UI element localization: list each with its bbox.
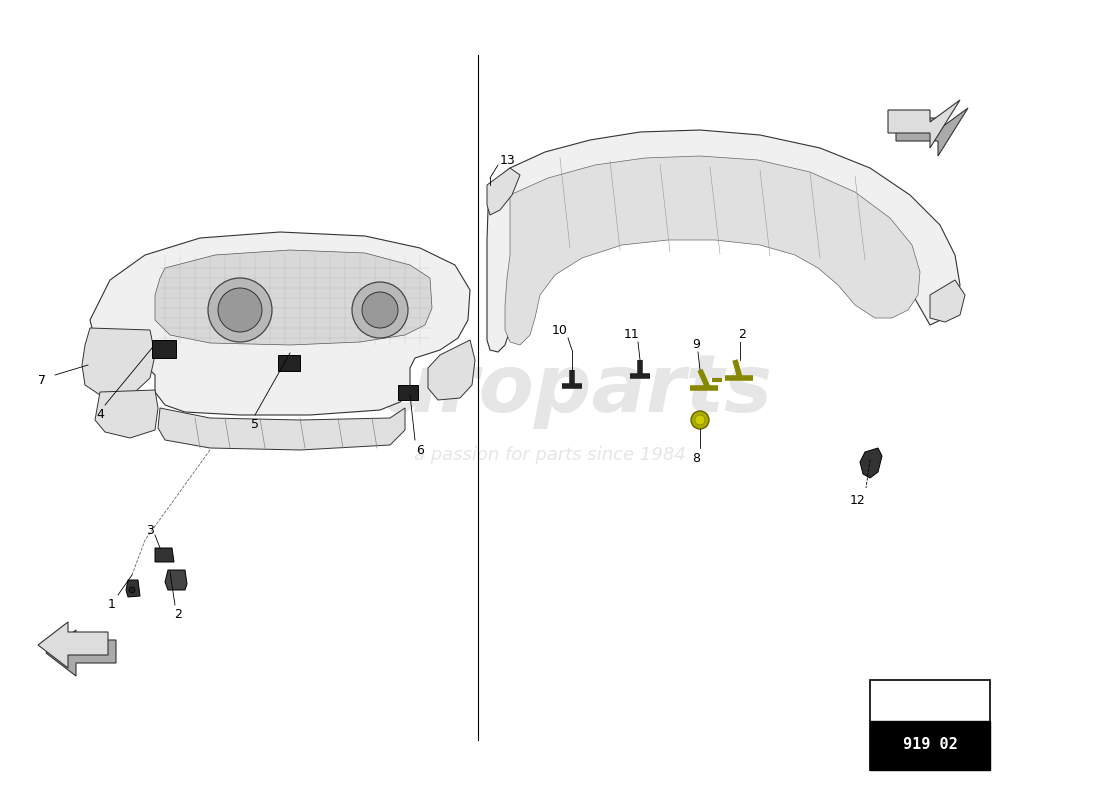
Polygon shape (126, 580, 140, 597)
Bar (152, 340, 176, 358)
Polygon shape (158, 408, 405, 450)
Circle shape (129, 587, 135, 593)
Text: 8: 8 (692, 451, 700, 465)
Polygon shape (505, 156, 920, 345)
Circle shape (695, 415, 705, 425)
Bar (870, 680, 990, 770)
Polygon shape (90, 232, 470, 415)
Circle shape (218, 288, 262, 332)
Text: 12: 12 (850, 494, 866, 506)
Text: 2: 2 (174, 609, 182, 622)
Polygon shape (487, 168, 520, 215)
Bar (398, 385, 418, 400)
Polygon shape (896, 108, 968, 156)
Polygon shape (155, 548, 174, 562)
Polygon shape (155, 250, 432, 345)
Circle shape (208, 278, 272, 342)
Polygon shape (428, 340, 475, 400)
Polygon shape (39, 622, 108, 668)
Bar (278, 355, 300, 371)
Bar (870, 721, 990, 770)
Text: 13: 13 (500, 154, 516, 166)
Text: 7: 7 (39, 374, 46, 386)
Circle shape (362, 292, 398, 328)
Circle shape (352, 282, 408, 338)
Circle shape (691, 411, 710, 429)
Text: 11: 11 (624, 327, 640, 341)
Text: 3: 3 (146, 523, 154, 537)
Polygon shape (95, 390, 158, 438)
Text: 4: 4 (96, 409, 103, 422)
Polygon shape (888, 100, 960, 148)
Text: 1: 1 (108, 598, 115, 611)
Text: a passion for parts since 1984: a passion for parts since 1984 (414, 446, 686, 464)
Polygon shape (487, 130, 960, 352)
Polygon shape (930, 280, 965, 322)
Text: 9: 9 (692, 338, 700, 350)
Text: 5: 5 (251, 418, 258, 431)
Text: 919 02: 919 02 (903, 738, 957, 752)
Text: 2: 2 (738, 329, 746, 342)
Polygon shape (860, 448, 882, 478)
Text: 6: 6 (416, 443, 424, 457)
Text: europarts: europarts (328, 351, 772, 429)
Text: 10: 10 (552, 323, 568, 337)
Polygon shape (165, 570, 187, 590)
Polygon shape (82, 328, 155, 395)
Polygon shape (46, 630, 116, 676)
